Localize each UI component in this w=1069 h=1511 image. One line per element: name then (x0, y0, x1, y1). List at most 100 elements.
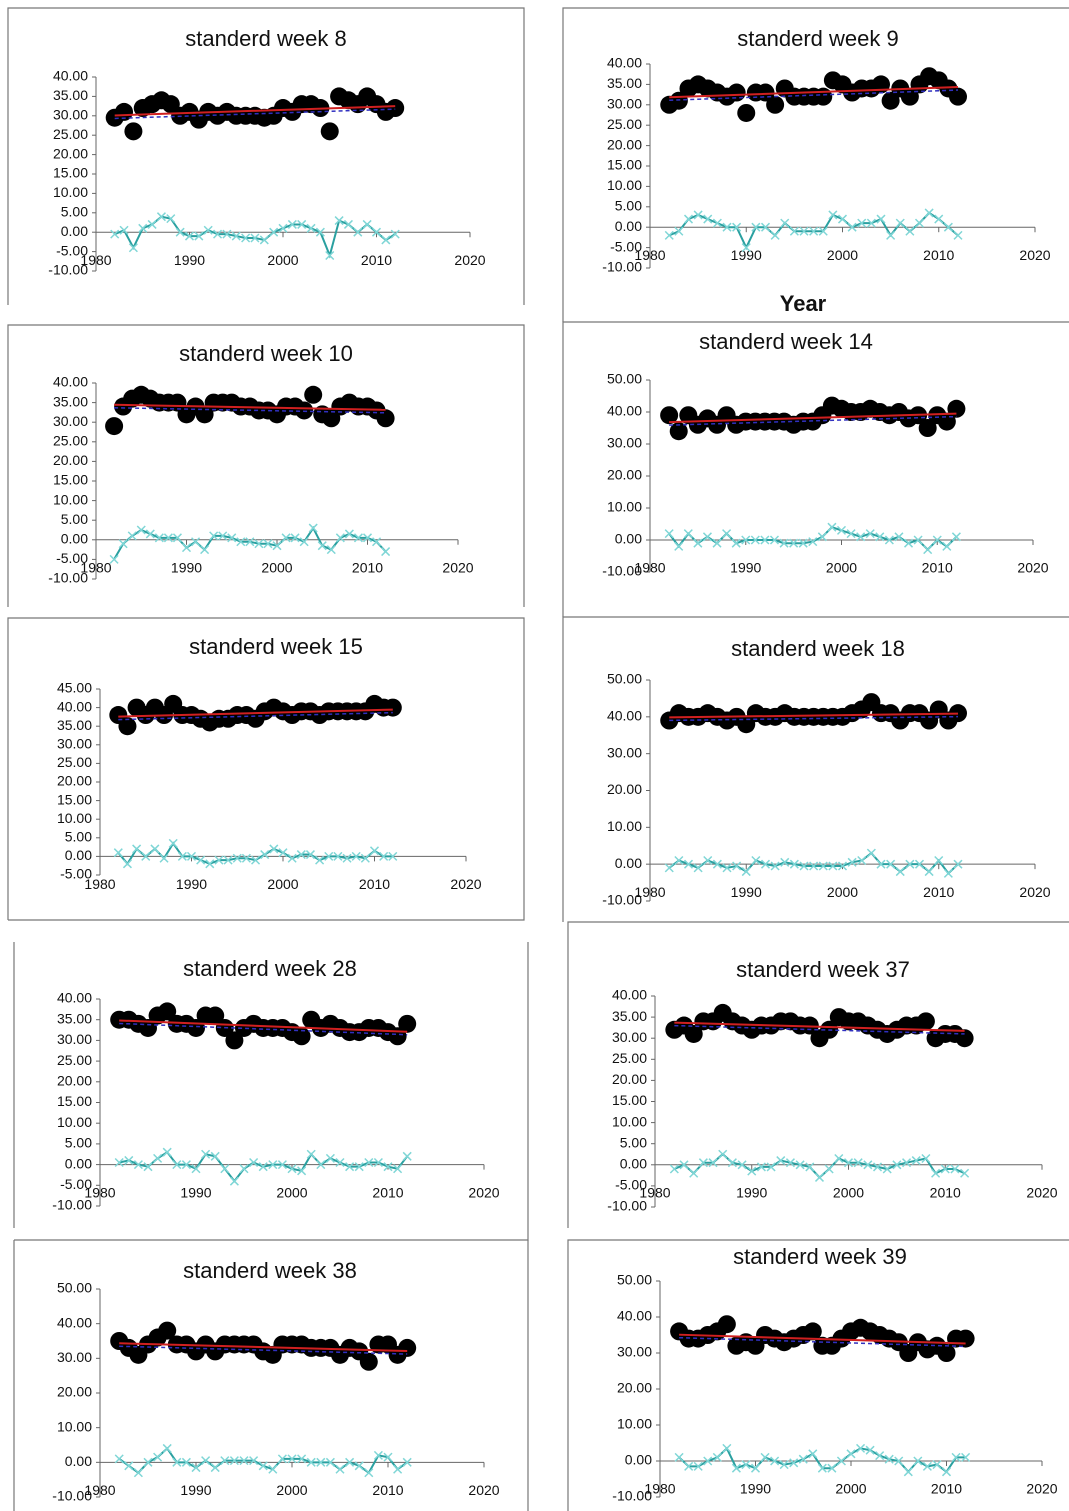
trend-line (114, 105, 396, 117)
residual-marker (177, 851, 187, 861)
residual-marker (693, 1461, 703, 1471)
y-tick-label: 25.00 (57, 1052, 92, 1068)
chart-title: standerd week 8 (185, 26, 346, 51)
chart: standerd week 8 -10.00 -5.00 0.00 5.00 10.00 1… (48, 26, 485, 278)
residual-marker (932, 535, 942, 545)
x-tick-label: 1990 (171, 560, 202, 576)
y-tick-label: 5.00 (615, 198, 642, 214)
y-tick-label: 15.00 (57, 791, 92, 807)
residual-marker (383, 1452, 393, 1462)
residual-marker (181, 1160, 191, 1170)
x-tick-label: 2010 (931, 1481, 962, 1497)
y-tick-label: 20.00 (607, 781, 642, 797)
residual-marker (693, 538, 703, 548)
residual-marker (324, 851, 334, 861)
frame (567, 1239, 1069, 1511)
y-tick-label: 15.00 (612, 1092, 647, 1108)
residual-marker (834, 1153, 844, 1164)
residual-marker (143, 1457, 153, 1467)
residual-marker (741, 867, 751, 877)
residual-marker (905, 226, 915, 236)
residual-marker (934, 855, 944, 866)
residual-marker (317, 541, 327, 551)
residual-marker (703, 214, 713, 224)
data-point (766, 95, 785, 114)
residual-marker (769, 535, 780, 545)
residual-marker (789, 538, 799, 548)
residual-marker (953, 230, 963, 240)
chart-title: standerd week 9 (737, 26, 898, 51)
residual-marker (353, 533, 363, 543)
y-tick-label: 40.00 (57, 698, 92, 714)
residual-marker (326, 545, 336, 555)
residual-marker (364, 1157, 374, 1168)
y-tick-label: 0.00 (615, 531, 642, 547)
residual-marker (245, 537, 255, 547)
y-tick-label: 0.00 (615, 218, 642, 234)
y-tick-label: 25.00 (53, 433, 88, 449)
residual-marker (674, 1452, 684, 1462)
residual-marker (343, 219, 353, 229)
residual-marker (875, 1451, 885, 1461)
y-tick-label: 10.00 (607, 818, 642, 834)
residual-marker (325, 250, 335, 261)
residual-marker (316, 1457, 326, 1467)
residual-marker (239, 1164, 249, 1174)
residual-marker (818, 226, 828, 236)
data-point (206, 1006, 225, 1025)
residual-marker (664, 863, 674, 873)
residual-marker (354, 1162, 364, 1172)
residual-marker (934, 214, 944, 224)
residual-marker (354, 1461, 364, 1471)
y-tick-label: -5.00 (60, 866, 92, 882)
residual-marker (953, 859, 963, 869)
residual-marker (218, 531, 228, 541)
residual-marker (814, 1172, 825, 1182)
residual-marker (186, 851, 197, 861)
chart: standerd week 15 -5.00 0.00 5.00 10.00 15.00 2… (57, 634, 482, 892)
x-tick-label: 2000 (826, 560, 857, 576)
residual-line (118, 1446, 408, 1475)
residual-marker (732, 861, 742, 871)
residual-marker (227, 533, 237, 543)
residual-marker (281, 533, 291, 543)
residual-marker (249, 1456, 259, 1466)
residual-marker (181, 543, 192, 553)
residual-marker (306, 1149, 316, 1159)
residual-marker (785, 1158, 795, 1168)
chart: standerd week 39 -10.00 0.00 10.00 20.00 30.0… (612, 1244, 1057, 1504)
residual-marker (325, 1153, 335, 1163)
x-tick-label: 2000 (267, 876, 298, 892)
residual-marker (159, 853, 169, 863)
residual-marker (902, 1158, 912, 1168)
y-tick-label: 10.00 (57, 1418, 92, 1434)
y-tick-label: 5.00 (61, 204, 88, 220)
data-point (158, 1321, 177, 1340)
residual-marker (344, 529, 354, 539)
y-tick-label: 40.00 (53, 374, 88, 390)
residual-marker (903, 1467, 913, 1477)
residual-marker (799, 226, 809, 236)
residual-marker (133, 1160, 143, 1170)
data-point (956, 1329, 975, 1348)
residual-marker (325, 1457, 335, 1467)
residual-marker (210, 1151, 220, 1161)
residual-marker (114, 1157, 124, 1168)
trend-line (114, 403, 386, 411)
y-tick-label: 30.00 (53, 413, 88, 429)
residual-marker (756, 1162, 766, 1172)
x-tick-label: 2020 (468, 1482, 499, 1498)
residual-marker (913, 535, 923, 545)
y-tick-label: 0.00 (65, 1155, 92, 1171)
residual-marker (779, 538, 789, 548)
frame (7, 324, 525, 607)
residual-marker (383, 1162, 393, 1172)
x-tick-label: 2000 (835, 1481, 866, 1497)
trend-line (669, 712, 959, 719)
residual-marker (770, 230, 780, 240)
residual-marker (154, 533, 164, 543)
residual-marker (114, 1454, 124, 1464)
chart-title: standerd week 14 (699, 329, 873, 354)
residual-marker (808, 1449, 818, 1459)
